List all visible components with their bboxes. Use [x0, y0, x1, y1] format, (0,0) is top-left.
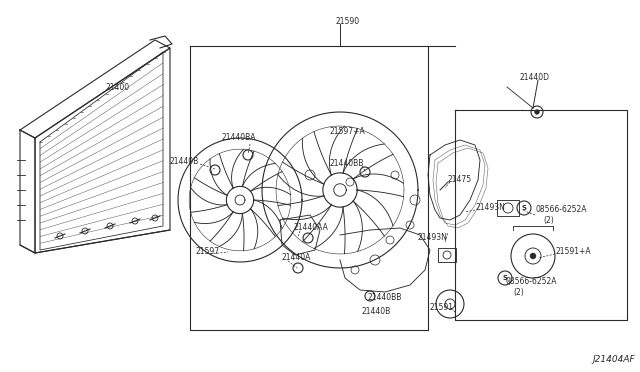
- Text: 21597: 21597: [195, 247, 219, 257]
- Text: 21591+A: 21591+A: [555, 247, 591, 257]
- Circle shape: [530, 253, 536, 259]
- Text: 21475: 21475: [448, 174, 472, 183]
- Text: (2): (2): [543, 215, 554, 224]
- Circle shape: [534, 110, 540, 115]
- Text: 21440BA: 21440BA: [222, 134, 257, 142]
- Text: J21404AF: J21404AF: [593, 355, 635, 364]
- Text: 21440B: 21440B: [362, 308, 391, 317]
- Text: 21493N: 21493N: [418, 232, 448, 241]
- Text: 21440D: 21440D: [520, 74, 550, 83]
- Text: 21440AA: 21440AA: [294, 224, 329, 232]
- Text: 21400: 21400: [105, 83, 129, 93]
- Text: 08566-6252A: 08566-6252A: [535, 205, 586, 215]
- Bar: [438, 248, 456, 262]
- Text: 08566-6252A: 08566-6252A: [505, 278, 557, 286]
- Text: S: S: [522, 205, 527, 211]
- Text: 21440A: 21440A: [282, 253, 312, 263]
- Text: (2): (2): [513, 288, 524, 296]
- Text: 21440BB: 21440BB: [368, 294, 403, 302]
- Text: 21591: 21591: [430, 304, 454, 312]
- Text: 21597+A: 21597+A: [330, 126, 365, 135]
- Text: 21493N: 21493N: [476, 202, 506, 212]
- Bar: [497, 200, 519, 216]
- Text: 21590: 21590: [335, 17, 359, 26]
- Text: 21440BB: 21440BB: [330, 158, 364, 167]
- Text: 21440B: 21440B: [170, 157, 199, 166]
- Text: S: S: [502, 275, 508, 281]
